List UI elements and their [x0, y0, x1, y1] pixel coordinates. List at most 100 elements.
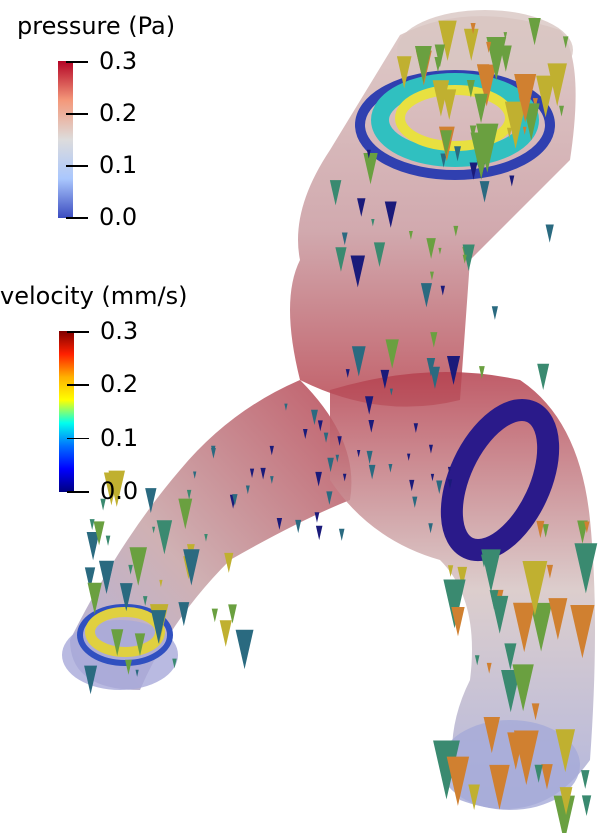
velocity-cone [314, 512, 320, 523]
velocity-cone [269, 445, 274, 456]
velocity-cone [228, 604, 237, 624]
velocity-cone [335, 454, 340, 463]
velocity-glyphs [84, 17, 598, 833]
tick-mark [67, 491, 89, 493]
velocity-cone [436, 480, 443, 495]
velocity-cone [478, 366, 485, 379]
velocity-cone [539, 87, 544, 95]
velocity-cone [365, 396, 374, 415]
velocity-cone [152, 526, 156, 534]
velocity-cone [470, 23, 476, 35]
velocity-cone [474, 655, 480, 666]
velocity-cone [430, 473, 435, 482]
velocity-cone [211, 445, 216, 456]
velocity-cone [317, 420, 323, 432]
velocity-cone [224, 552, 234, 573]
velocity-cone [506, 127, 512, 139]
velocity-cone [384, 201, 397, 228]
velocity-cone [555, 729, 576, 773]
velocity-cone [463, 28, 479, 61]
velocity-cone [125, 659, 132, 675]
velocity-cone [373, 242, 386, 268]
velocity-cone [491, 306, 499, 320]
velocity-cone [577, 520, 588, 544]
velocity-cone [105, 535, 111, 546]
velocity-cone [430, 332, 438, 348]
velocity-cone [219, 620, 232, 647]
velocity-cone [469, 162, 478, 180]
velocity-cone [499, 45, 512, 72]
velocity-cone [514, 74, 537, 123]
velocity-cone [89, 519, 95, 530]
velocity-cone [442, 89, 457, 120]
velocity-cone [559, 787, 573, 816]
velocity-cone [388, 463, 393, 473]
velocity-cone [426, 238, 436, 259]
velocity-cone [295, 519, 302, 534]
velocity-cone [429, 366, 440, 389]
velocity-cone [270, 476, 274, 484]
tick-mark [66, 113, 88, 115]
velocity-cone [466, 80, 475, 98]
velocity-cone [559, 105, 564, 117]
velocity-cone [232, 494, 238, 506]
velocity-cone [434, 44, 446, 68]
velocity-cone [407, 453, 411, 461]
velocity-cone [530, 602, 553, 652]
velocity-cone [245, 485, 250, 495]
tick-mark [66, 165, 88, 167]
velocity-cone [546, 564, 554, 579]
velocity-cone [481, 549, 501, 593]
velocity-cone [413, 423, 419, 433]
velocity-legend-title: velocity (mm/s) [0, 282, 188, 310]
velocity-cone [462, 254, 467, 264]
pressure-legend-title: pressure (Pa) [17, 12, 176, 40]
velocity-cone [522, 126, 527, 135]
tick-mark [66, 61, 88, 63]
velocity-cone [462, 244, 475, 272]
velocity-cone [103, 472, 119, 506]
velocity-cone [235, 629, 254, 670]
velocity-cone [486, 41, 492, 53]
pressure-colorbar [58, 61, 73, 218]
velocity-cone [211, 608, 218, 623]
velocity-cone [311, 409, 318, 425]
velocity-cone [504, 643, 517, 671]
tick-label: 0.0 [100, 477, 139, 505]
velocity-cone [356, 449, 361, 458]
velocity-cone [323, 432, 329, 443]
velocity-cone [368, 464, 376, 480]
velocity-cone [580, 770, 590, 789]
velocity-cone [84, 567, 96, 591]
tick-mark [67, 384, 89, 386]
velocity-cone [522, 560, 548, 616]
velocity-cone [581, 795, 592, 817]
velocity-cone [483, 717, 500, 754]
velocity-cone [315, 525, 323, 541]
velocity-cone [129, 547, 147, 586]
velocity-cone [434, 57, 442, 73]
velocity-cone [469, 125, 477, 140]
velocity-cone [474, 93, 488, 124]
velocity-cone [447, 479, 453, 489]
velocity-cone [385, 339, 399, 369]
velocity-cone [476, 64, 490, 92]
velocity-cone [396, 56, 412, 89]
velocity-cone [84, 665, 98, 695]
velocity-cone [142, 596, 148, 606]
velocity-cone [528, 17, 541, 46]
velocity-cone [457, 566, 468, 589]
velocity-cone [156, 520, 173, 555]
velocity-cone [447, 565, 454, 577]
velocity-cone [440, 153, 447, 168]
velocity-cone [204, 533, 208, 542]
velocity-cone [412, 496, 418, 508]
velocity-cone [536, 520, 545, 539]
velocity-cone [186, 489, 192, 500]
velocity-cone [447, 466, 452, 474]
velocity-cone [327, 457, 334, 473]
tick-label: 0.1 [100, 423, 139, 452]
velocity-cone [451, 606, 465, 637]
velocity-cone [428, 523, 433, 534]
